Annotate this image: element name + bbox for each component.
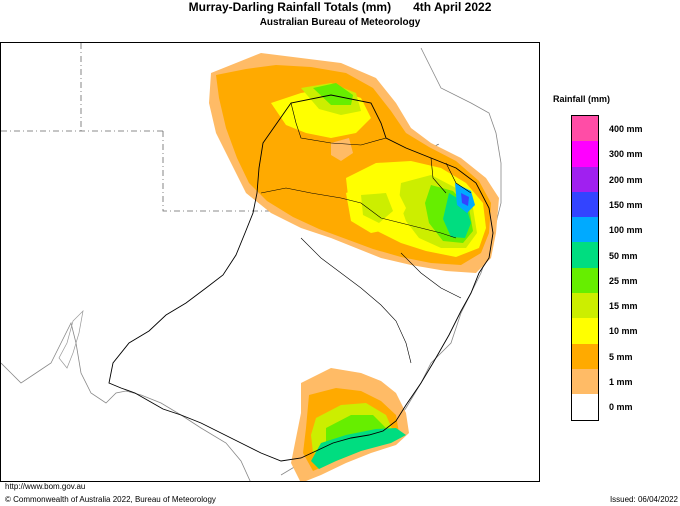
- legend-swatch: [572, 394, 598, 420]
- issued-date: Issued: 06/04/2022: [609, 495, 678, 504]
- title-text: Murray-Darling Rainfall Totals (mm): [188, 0, 392, 14]
- legend-label: 400 mm: [609, 124, 643, 134]
- legend-label: 5 mm: [609, 351, 633, 362]
- rain-150mm-east: [461, 193, 469, 206]
- legend-label: 15 mm: [609, 301, 638, 312]
- basin-inner-boundary: [260, 187, 462, 364]
- legend-label: 25 mm: [609, 275, 638, 286]
- rain-25mm-north: [313, 83, 353, 105]
- legend-label: 1 mm: [609, 377, 633, 387]
- legend-swatches: [571, 115, 599, 421]
- legend-swatch: [572, 191, 598, 218]
- rain-15mm-central: [361, 193, 393, 223]
- legend-swatch: [572, 116, 598, 142]
- catchment-lines: [290, 102, 472, 194]
- legend-label: 50 mm: [609, 250, 638, 261]
- legend-swatch: [572, 242, 598, 268]
- basin-outline: [108, 94, 494, 462]
- legend-swatch: [572, 343, 598, 369]
- rainfall-map: [0, 42, 540, 482]
- border-sa-qld: [162, 131, 281, 212]
- rain-1mm-patch: [331, 138, 353, 161]
- legend-swatch: [572, 293, 598, 319]
- legend-swatch: [572, 166, 598, 192]
- map-subtitle: Australian Bureau of Meteorology: [259, 17, 421, 28]
- legend-label: 150 mm: [609, 199, 643, 210]
- legend-swatch: [572, 141, 598, 167]
- legend-swatch: [572, 267, 598, 294]
- legend-label: 100 mm: [609, 225, 643, 236]
- legend-swatch: [572, 318, 598, 344]
- legend-title: Rainfall (mm): [553, 94, 611, 104]
- legend-label: 300 mm: [609, 149, 643, 160]
- legend-label: 0 mm: [609, 402, 633, 413]
- website-link[interactable]: http://www.bom.gov.au: [5, 482, 86, 491]
- title-date: 4th April 2022: [413, 0, 492, 14]
- rain-50mm-south: [311, 428, 406, 469]
- coastline-peninsula: [58, 309, 84, 369]
- map-title: Murray-Darling Rainfall Totals (mm) 4th A…: [0, 0, 680, 16]
- rainfall-fill: [209, 53, 499, 481]
- legend-swatch: [572, 217, 598, 243]
- legend-label: 200 mm: [609, 174, 643, 185]
- map-svg: [1, 43, 502, 481]
- legend-swatch: [572, 368, 598, 395]
- legend-label: 10 mm: [609, 326, 638, 337]
- copyright-text: © Commonwealth of Australia 2022, Bureau…: [5, 495, 216, 504]
